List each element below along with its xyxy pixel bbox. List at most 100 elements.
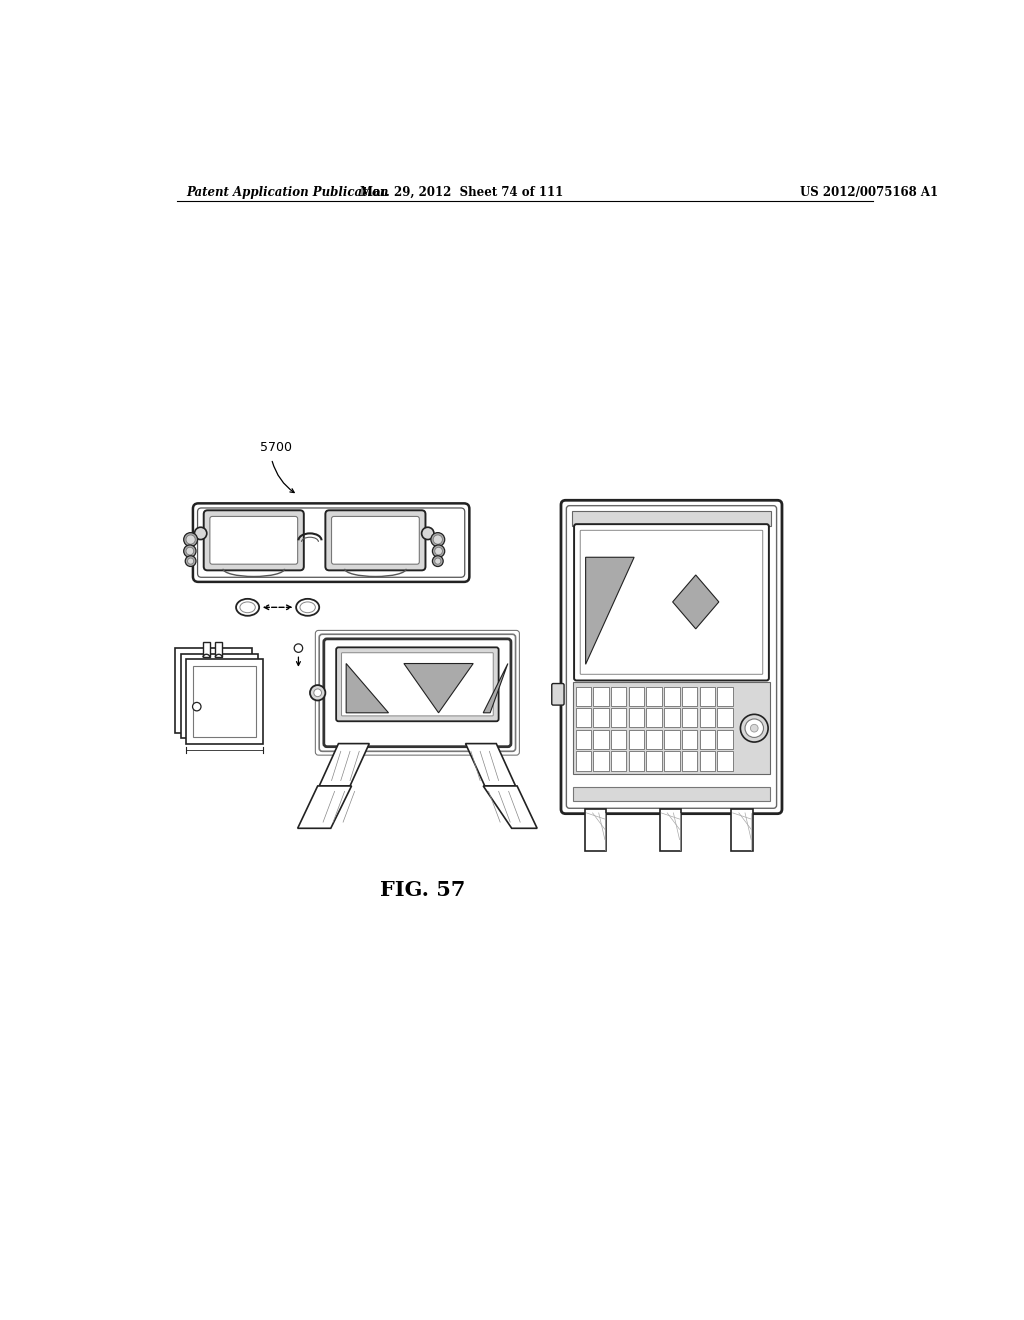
- Text: US 2012/0075168 A1: US 2012/0075168 A1: [801, 186, 939, 199]
- Bar: [682, 751, 697, 771]
- Circle shape: [740, 714, 768, 742]
- Circle shape: [433, 535, 442, 544]
- Bar: [629, 708, 644, 727]
- FancyBboxPatch shape: [561, 500, 782, 813]
- Circle shape: [185, 556, 196, 566]
- Bar: [215, 642, 222, 657]
- Circle shape: [751, 725, 758, 733]
- Circle shape: [310, 685, 326, 701]
- Bar: [571, 511, 771, 527]
- Bar: [682, 708, 697, 727]
- Bar: [573, 682, 770, 775]
- Bar: [646, 708, 662, 727]
- Ellipse shape: [237, 599, 259, 616]
- Polygon shape: [346, 664, 388, 713]
- FancyBboxPatch shape: [342, 653, 494, 715]
- Bar: [682, 730, 697, 748]
- Ellipse shape: [296, 599, 319, 616]
- Circle shape: [195, 527, 207, 540]
- Bar: [193, 665, 256, 737]
- Circle shape: [432, 556, 443, 566]
- Bar: [575, 730, 591, 748]
- FancyBboxPatch shape: [336, 647, 499, 721]
- Polygon shape: [673, 576, 719, 628]
- FancyBboxPatch shape: [581, 531, 763, 675]
- Circle shape: [183, 533, 198, 546]
- FancyBboxPatch shape: [326, 511, 425, 570]
- Polygon shape: [483, 785, 538, 829]
- Bar: [175, 648, 252, 733]
- Circle shape: [435, 558, 441, 564]
- Bar: [611, 730, 627, 748]
- Circle shape: [186, 548, 194, 554]
- Bar: [682, 686, 697, 706]
- Bar: [646, 686, 662, 706]
- Circle shape: [313, 689, 322, 697]
- FancyBboxPatch shape: [332, 516, 419, 564]
- Bar: [629, 686, 644, 706]
- Circle shape: [187, 558, 194, 564]
- Bar: [646, 751, 662, 771]
- Ellipse shape: [300, 602, 315, 612]
- Circle shape: [193, 702, 201, 711]
- Bar: [646, 730, 662, 748]
- FancyBboxPatch shape: [552, 684, 564, 705]
- Bar: [699, 751, 715, 771]
- Bar: [180, 653, 258, 738]
- Bar: [611, 708, 627, 727]
- Bar: [187, 660, 251, 731]
- Bar: [629, 730, 644, 748]
- Bar: [575, 708, 591, 727]
- Bar: [611, 686, 627, 706]
- Bar: [717, 730, 733, 748]
- FancyBboxPatch shape: [204, 511, 304, 570]
- Circle shape: [432, 545, 444, 557]
- Circle shape: [435, 548, 442, 554]
- Bar: [575, 686, 591, 706]
- Circle shape: [294, 644, 303, 652]
- Text: FIG. 57: FIG. 57: [381, 880, 466, 900]
- FancyBboxPatch shape: [210, 516, 298, 564]
- Circle shape: [431, 533, 444, 546]
- FancyBboxPatch shape: [574, 524, 769, 681]
- Circle shape: [186, 535, 196, 544]
- Circle shape: [745, 719, 764, 738]
- Circle shape: [183, 545, 196, 557]
- Bar: [593, 751, 608, 771]
- Bar: [717, 751, 733, 771]
- FancyBboxPatch shape: [193, 503, 469, 582]
- Polygon shape: [586, 557, 634, 664]
- Bar: [629, 751, 644, 771]
- Bar: [593, 686, 608, 706]
- Bar: [665, 730, 680, 748]
- Bar: [665, 751, 680, 771]
- Polygon shape: [466, 743, 515, 785]
- Bar: [575, 751, 591, 771]
- Bar: [665, 686, 680, 706]
- Polygon shape: [319, 743, 370, 785]
- Polygon shape: [403, 664, 473, 713]
- Bar: [182, 655, 246, 726]
- Bar: [699, 686, 715, 706]
- Bar: [593, 730, 608, 748]
- Bar: [699, 730, 715, 748]
- Bar: [593, 708, 608, 727]
- Bar: [573, 788, 770, 801]
- Bar: [186, 659, 263, 743]
- Bar: [665, 708, 680, 727]
- Bar: [585, 809, 606, 851]
- Bar: [659, 809, 681, 851]
- Polygon shape: [298, 785, 351, 829]
- Text: Mar. 29, 2012  Sheet 74 of 111: Mar. 29, 2012 Sheet 74 of 111: [360, 186, 563, 199]
- Bar: [717, 686, 733, 706]
- Circle shape: [422, 527, 434, 540]
- Text: 5700: 5700: [260, 441, 292, 454]
- Bar: [731, 809, 753, 851]
- Ellipse shape: [240, 602, 255, 612]
- Bar: [717, 708, 733, 727]
- Bar: [699, 708, 715, 727]
- Bar: [203, 642, 210, 657]
- Bar: [611, 751, 627, 771]
- Text: Patent Application Publication: Patent Application Publication: [186, 186, 388, 199]
- Polygon shape: [483, 664, 508, 713]
